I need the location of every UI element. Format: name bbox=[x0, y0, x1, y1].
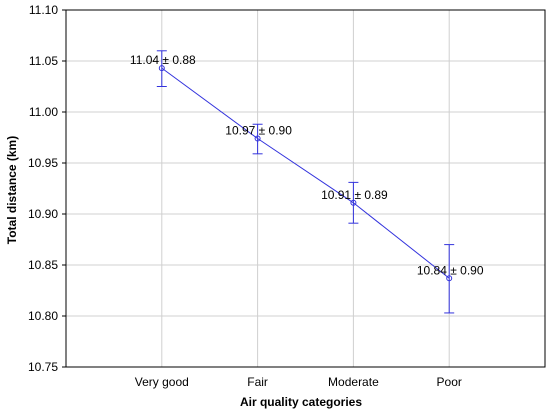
x-tick-label: Moderate bbox=[328, 375, 379, 389]
data-point bbox=[158, 65, 165, 72]
y-axis-title: Total distance (km) bbox=[5, 136, 19, 244]
axis-layer: 10.75 10.80 10.85 10.90 10.95 11.00 11.05 11.10… bbox=[28, 3, 546, 389]
y-tick-label: 10.75 bbox=[28, 360, 58, 374]
series-line bbox=[161, 67, 450, 279]
x-tick-label: Poor bbox=[437, 375, 462, 389]
y-tick-label: 11.10 bbox=[29, 3, 58, 17]
x-tick-label: Very good bbox=[135, 375, 189, 389]
data-label: 11.04 ± 0.88 bbox=[130, 53, 196, 67]
series-layer bbox=[156, 50, 455, 314]
y-tick-label: 10.90 bbox=[28, 207, 58, 221]
y-tick-label: 11.05 bbox=[29, 54, 58, 68]
data-point bbox=[254, 135, 261, 142]
plot-frame bbox=[65, 9, 546, 368]
data-label: 10.97 ± 0.90 bbox=[225, 124, 292, 138]
y-tick-label: 10.95 bbox=[28, 156, 58, 170]
x-axis-title: Air quality categories bbox=[240, 395, 362, 409]
data-point bbox=[446, 275, 453, 282]
data-label: 10.91 ± 0.89 bbox=[321, 188, 388, 202]
label-layer: 11.04 ± 0.88 10.97 ± 0.90 10.91 ± 0.89 10.8… bbox=[130, 53, 484, 277]
y-tick-label: 10.85 bbox=[28, 258, 58, 272]
grid-layer bbox=[66, 9, 545, 368]
data-point bbox=[350, 199, 357, 206]
y-tick-label: 10.80 bbox=[28, 309, 58, 323]
y-tick-label: 11.00 bbox=[29, 105, 58, 119]
x-tick-label: Fair bbox=[247, 375, 268, 389]
data-label: 10.84 ± 0.90 bbox=[417, 263, 484, 277]
